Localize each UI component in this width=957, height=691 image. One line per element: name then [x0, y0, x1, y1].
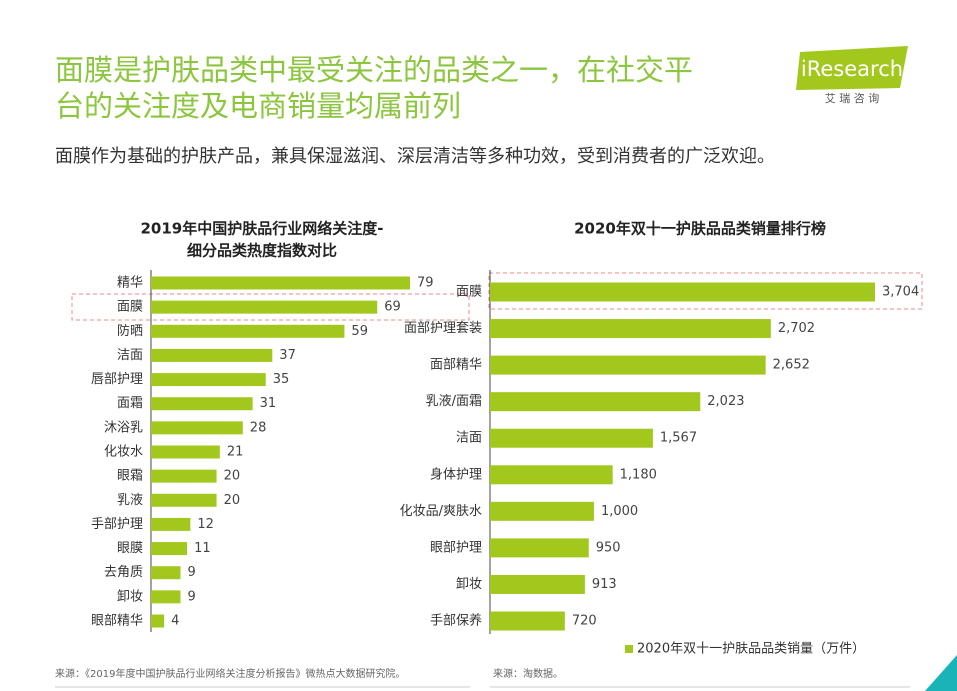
category-label: 眼膜 [117, 541, 143, 556]
bar [490, 538, 589, 558]
category-label: 眼部精华 [91, 614, 143, 629]
data-label: 1,000 [601, 504, 638, 519]
bar [490, 319, 771, 339]
corner-decoration [925, 655, 957, 691]
bar [490, 355, 766, 375]
category-label: 防晒 [117, 323, 143, 339]
highlight-box [71, 293, 470, 321]
category-label: 身体护理 [430, 466, 482, 482]
logo: iResearch [801, 57, 903, 81]
category-label: 眼部护理 [430, 540, 482, 555]
chart-title: 2019年中国护肤品行业网络关注度- [141, 220, 384, 238]
data-label: 950 [596, 540, 621, 555]
data-label: 59 [351, 324, 368, 339]
data-label: 12 [197, 517, 214, 532]
bar [151, 445, 220, 459]
category-label: 面部护理套装 [404, 320, 482, 336]
data-label: 11 [194, 541, 211, 556]
category-label: 手部护理 [91, 517, 143, 532]
data-label: 69 [384, 300, 401, 315]
bar [151, 493, 217, 507]
category-label: 面膜 [456, 285, 482, 300]
legend-swatch [625, 645, 633, 653]
bar [151, 397, 253, 411]
category-label: 沐浴乳 [104, 420, 143, 435]
category-label: 化妆水 [104, 445, 143, 460]
category-label: 精华 [117, 276, 143, 291]
source: 来源：《2019年度中国护肤品行业网络关注度分析报告》微热点大数据研究院。 [55, 667, 405, 680]
category-label: 手部保养 [430, 613, 482, 629]
source: 来源：淘数据。 [493, 667, 563, 680]
data-label: 1,567 [660, 431, 697, 446]
bar [151, 421, 243, 435]
data-label: 720 [572, 614, 597, 629]
data-label: 79 [417, 276, 434, 291]
bar [151, 590, 181, 604]
data-label: 9 [188, 565, 196, 580]
bar [151, 300, 378, 314]
bar [490, 428, 653, 448]
data-label: 28 [250, 420, 267, 435]
bar [151, 517, 191, 531]
data-label: 1,180 [620, 467, 657, 482]
category-label: 去角质 [104, 565, 143, 580]
data-label: 3,704 [882, 285, 919, 300]
category-label: 洁面 [117, 348, 143, 363]
data-label: 2,023 [707, 394, 744, 409]
category-label: 卸妆 [117, 588, 143, 604]
data-label: 37 [279, 348, 296, 363]
data-label: 20 [224, 493, 241, 508]
category-label: 乳液 [117, 493, 143, 508]
legend-label: 2020年双十一护肤品品类销量（万件） [637, 642, 865, 657]
bar [151, 566, 181, 580]
chart-title: 2020年双十一护肤品品类销量排行榜 [574, 220, 826, 238]
data-label: 31 [260, 396, 277, 411]
highlight-box [488, 272, 923, 310]
category-label: 唇部护理 [91, 372, 143, 387]
data-label: 4 [171, 614, 179, 629]
category-label: 化妆品/爽肤水 [400, 504, 482, 519]
slide-title: 面膜是护肤品类中最受关注的品类之一，在社交平 [55, 53, 693, 87]
category-label: 洁面 [456, 431, 482, 446]
bar [490, 574, 585, 594]
data-label: 20 [224, 469, 241, 484]
bar [151, 373, 266, 387]
category-label: 乳液/面霜 [426, 394, 482, 409]
bar [490, 392, 701, 412]
bar [490, 501, 594, 521]
logo-box [796, 46, 908, 90]
bar [151, 348, 273, 362]
bar [151, 469, 217, 483]
category-label: 卸妆 [456, 576, 482, 592]
data-label: 913 [592, 577, 617, 592]
bar [490, 465, 613, 485]
category-label: 面膜 [117, 300, 143, 315]
logo-sub: 艾 瑞 咨 询 [825, 91, 880, 105]
slide-title: 台的关注度及电商销量均属前列 [55, 89, 461, 123]
data-label: 2,652 [773, 358, 810, 373]
data-label: 35 [273, 372, 290, 387]
bar [490, 611, 565, 631]
subtitle: 面膜作为基础的护肤产品，兼具保湿滋润、深层清洁等多种功效，受到消费者的广泛欢迎。 [55, 146, 775, 167]
bar [151, 276, 410, 290]
data-label: 21 [227, 445, 244, 460]
bar [151, 614, 165, 628]
bar [490, 282, 875, 302]
data-label: 9 [188, 589, 196, 604]
category-label: 面部精华 [430, 358, 482, 373]
chart-title: 细分品类热度指数对比 [187, 242, 337, 260]
category-label: 面霜 [117, 396, 143, 411]
data-label: 2,702 [778, 321, 815, 336]
category-label: 眼霜 [117, 469, 143, 484]
bar [151, 542, 188, 556]
bar [151, 324, 345, 338]
